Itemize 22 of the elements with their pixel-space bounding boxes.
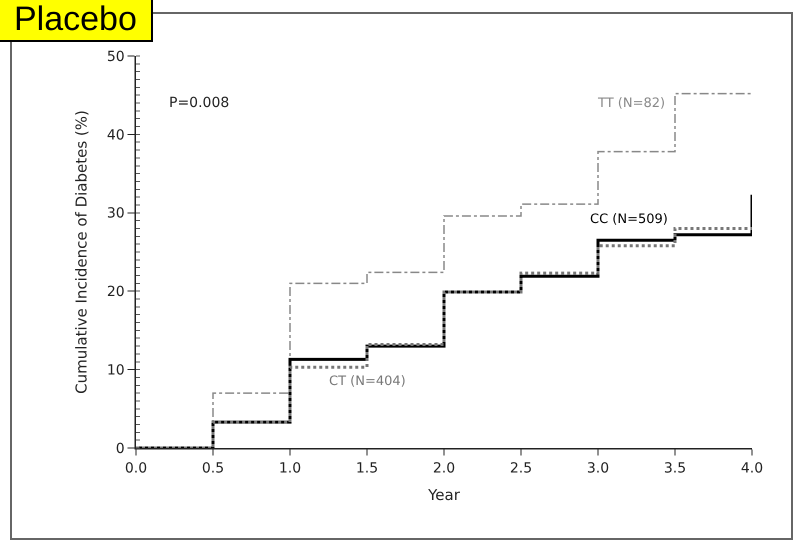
x-tick-label: 1.5 [356, 460, 378, 476]
x-tick-label: 1.0 [278, 460, 302, 476]
y-axis-title: Cumulative Incidence of Diabetes (%) [72, 110, 90, 394]
y-tick-label: 0 [116, 440, 125, 457]
annotation: P=0.008 [169, 95, 230, 111]
x-tick-label: 2.0 [432, 460, 456, 476]
x-tick-label: 3.0 [586, 460, 610, 476]
x-tick-label: 3.5 [664, 460, 686, 476]
series-label: CT (N=404) [329, 374, 406, 389]
x-tick-label: 2.5 [510, 460, 532, 476]
x-tick-label: 4.0 [740, 460, 764, 476]
chart-title: Placebo [0, 0, 153, 42]
x-tick-label: 0.5 [202, 460, 224, 476]
x-tick-label: 0.0 [124, 460, 148, 476]
y-tick-label: 30 [106, 206, 125, 222]
y-tick-label: 20 [106, 284, 125, 300]
series-label: TT (N=82) [597, 96, 666, 111]
x-axis-title: Year [427, 486, 461, 504]
y-tick-label: 50 [106, 48, 125, 65]
y-tick-label: 10 [106, 362, 125, 378]
series-label: CC (N=509) [590, 212, 668, 227]
y-tick-label: 40 [106, 127, 125, 144]
